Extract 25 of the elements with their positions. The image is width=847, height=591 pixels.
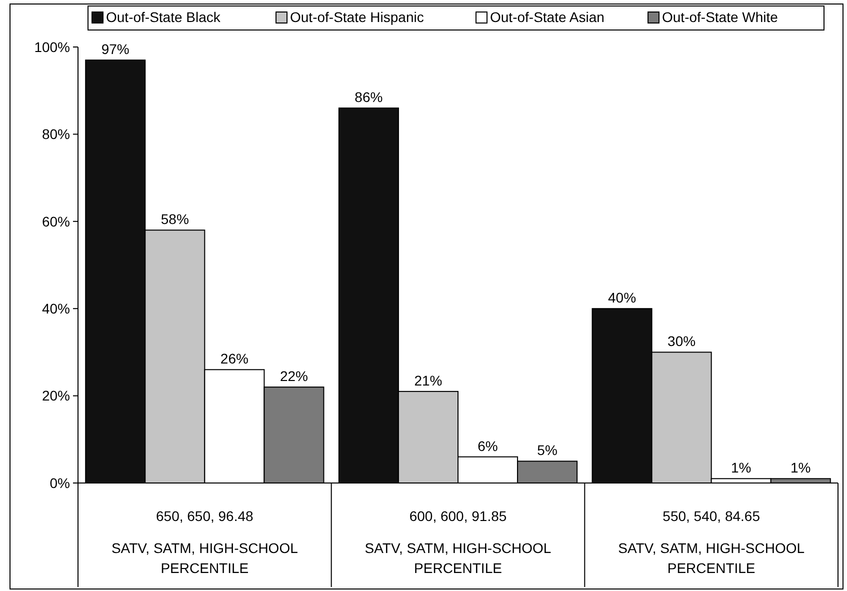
y-tick-label: 20%	[42, 388, 70, 404]
x-tick-label: 650, 650, 96.48 SATV, SATM, HIGH-SCHOOL PERCENTILE	[111, 508, 298, 576]
y-tick-label: 40%	[42, 300, 70, 316]
data-label: 1%	[730, 460, 752, 476]
y-tick-label: 0%	[50, 474, 70, 491]
data-label: 40%	[608, 290, 636, 306]
data-label: 30%	[668, 333, 696, 350]
x-tick-label: 600, 600, 91.85 SATV, SATM, HIGH-SCHOOL PERCENTILE	[364, 508, 552, 576]
data-label: 5%	[537, 442, 558, 458]
data-label: 58%	[160, 211, 189, 228]
y-tick-label: 80%	[42, 126, 70, 142]
data-label: 6%	[478, 438, 498, 454]
legend-label: Out-of-State Black	[106, 9, 222, 25]
data-label: 21%	[414, 372, 442, 388]
data-label: 26%	[220, 350, 248, 367]
y-tick-label: 60%	[42, 213, 70, 230]
x-tick-label: 550, 540, 84.65 SATV, SATM, HIGH-SCHOOL PERCENTILE	[618, 508, 805, 576]
data-label: 22%	[280, 368, 308, 384]
data-label: 1%	[790, 460, 811, 476]
y-tick-label: 100%	[34, 38, 70, 55]
legend-label: Out-of-State White	[662, 9, 778, 25]
legend-label: Out-of-State Hispanic	[290, 9, 424, 25]
data-label: 97%	[101, 41, 130, 58]
data-label: 86%	[354, 89, 383, 106]
legend-label: Out-of-State Asian	[490, 9, 604, 25]
